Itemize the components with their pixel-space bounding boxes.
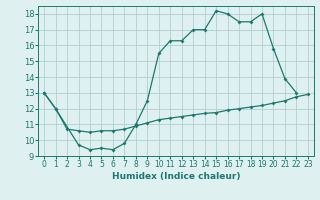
X-axis label: Humidex (Indice chaleur): Humidex (Indice chaleur) [112, 172, 240, 181]
